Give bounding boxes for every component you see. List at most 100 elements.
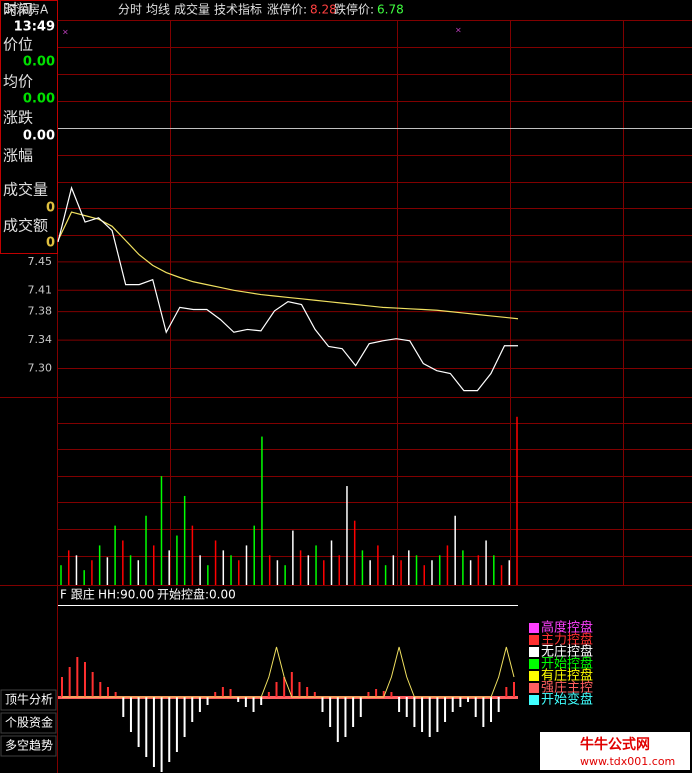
indicator-bar: [229, 689, 232, 697]
indicator-bar: [352, 697, 355, 727]
indicator-bar: [214, 692, 217, 697]
volume-bar: [477, 555, 480, 585]
volume-bar: [315, 545, 317, 585]
indicator-bar: [306, 687, 309, 697]
volume-bar: [83, 570, 85, 585]
indicator-bar: [206, 697, 209, 705]
volume-bar: [493, 555, 495, 585]
indicator-bar: [129, 697, 132, 732]
indicator-bar: [344, 697, 347, 737]
indicator-bar: [145, 697, 148, 757]
volume-bar: [384, 565, 387, 585]
indicator-bar: [336, 697, 339, 742]
legend-label: 开始控盘: [541, 656, 593, 672]
indicator-bar: [329, 697, 332, 727]
toolbar-item[interactable]: 成交量: [174, 2, 210, 17]
volume-bar: [323, 560, 325, 585]
indicator-bar: [459, 697, 462, 707]
toolbar-item[interactable]: 均线: [146, 3, 170, 17]
volume-bar: [207, 565, 209, 585]
volume-bar: [276, 560, 279, 585]
stock-name: 深深房A: [4, 2, 49, 17]
info-panel: [0, 0, 58, 254]
volume-bar: [253, 525, 255, 585]
volume-bar: [508, 560, 511, 585]
button[interactable]: 多空趋势: [5, 739, 53, 753]
indicator-bar: [283, 677, 286, 697]
line-series: [57, 185, 518, 392]
volume-bar: [238, 560, 240, 585]
volume-bar: [284, 565, 286, 585]
line-series: [57, 211, 519, 320]
indicator-bar: [298, 682, 301, 697]
indicator-bar: [474, 697, 477, 717]
volume-bar: [152, 545, 155, 585]
volume-bar: [91, 560, 93, 585]
button-frame[interactable]: [0, 735, 57, 757]
indicator-bar: [275, 682, 278, 697]
indicator-bar: [152, 697, 155, 767]
info-value: 0: [46, 201, 55, 216]
y-tick-label: 7.34: [28, 333, 53, 346]
indicator-bar: [367, 692, 370, 697]
info-value: 0.00: [23, 129, 55, 144]
info-label: 时间: [3, 1, 33, 19]
legend-swatch: [529, 671, 539, 681]
volume-bar: [122, 540, 124, 585]
legend-label: 无庄控盘: [541, 644, 593, 660]
button[interactable]: 顶牛分析: [5, 692, 53, 707]
indicator-bar: [267, 692, 270, 697]
button-frame[interactable]: [0, 689, 57, 711]
y-tick-label: 7.38: [28, 305, 53, 318]
indicator-bar: [313, 692, 316, 697]
indicator-bar: [398, 697, 401, 712]
info-value: 13:49: [14, 20, 55, 35]
volume-bar: [129, 555, 132, 585]
indicator-bar: [76, 657, 79, 697]
volume-bar: [183, 495, 186, 585]
indicator-title: F 跟庄: [60, 587, 95, 602]
legend-label: 开始变盘: [541, 692, 593, 708]
y-tick-label: 7.45: [28, 255, 53, 268]
volume-bar: [446, 545, 449, 585]
volume-bar: [469, 560, 472, 585]
indicator-bar: [260, 697, 263, 705]
indicator-bar: [175, 697, 178, 752]
info-label: 成交量: [3, 181, 48, 199]
y-tick-label: 7.41: [28, 283, 53, 296]
volume-bar: [160, 476, 163, 585]
volume-bar: [353, 520, 356, 585]
volume-bar: [346, 486, 348, 585]
volume-bar: [516, 416, 518, 585]
indicator-bar: [83, 662, 86, 697]
legend-swatch: [529, 695, 539, 705]
legend-label: 强庄主控: [541, 680, 593, 696]
volume-bar: [485, 540, 487, 585]
volume-bar: [67, 550, 70, 585]
volume-bar: [137, 560, 140, 585]
volume-bar: [168, 550, 170, 585]
indicator-bar: [359, 697, 362, 717]
indicator-bar: [490, 697, 493, 722]
indicator-bar: [237, 697, 240, 702]
volume-bar: [106, 557, 109, 585]
watermark-bg: [540, 732, 690, 770]
legend-swatch: [529, 623, 539, 633]
info-value: 0: [46, 236, 55, 251]
volume-bar: [408, 550, 410, 585]
volume-bar: [377, 545, 379, 585]
indicator-bar: [68, 667, 71, 697]
volume-bar: [75, 555, 78, 585]
limit-label: 涨停价:: [267, 2, 307, 17]
indicator-bar: [505, 687, 508, 697]
indicator-bar: [290, 672, 293, 697]
indicator-bar: [321, 697, 324, 712]
button-frame[interactable]: [0, 712, 57, 734]
toolbar-item[interactable]: 分时: [118, 3, 142, 17]
y-tick-label: 7.30: [28, 362, 53, 375]
info-label: 涨跌: [3, 109, 33, 127]
volume-bar: [191, 525, 194, 585]
toolbar-item[interactable]: 技术指标: [214, 2, 262, 17]
button[interactable]: 个股资金: [5, 715, 53, 730]
